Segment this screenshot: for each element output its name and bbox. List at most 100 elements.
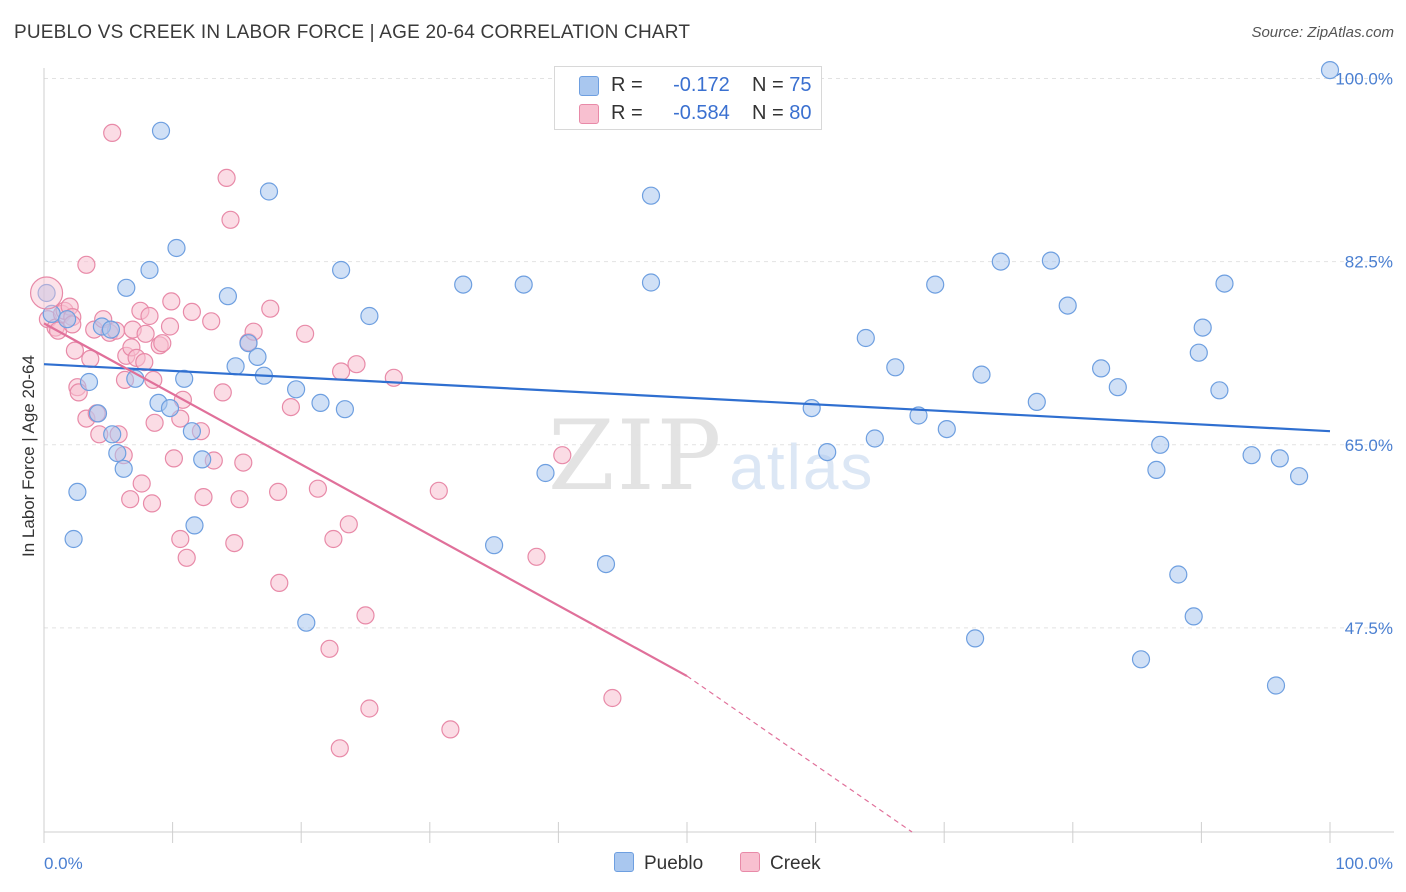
creek-point [324,529,343,549]
pueblo-point [226,357,245,376]
legend-item-pueblo: Pueblo [614,852,703,875]
creek-point [182,302,201,321]
creek-point [77,255,96,274]
y-axis-title: In Labor Force | Age 20-64 [19,355,38,557]
pueblo-point [108,444,127,463]
creek-legend-label: Creek [770,853,821,874]
x-tick-label: 100.0% [1335,854,1393,873]
creek-point [360,699,379,718]
creek-point [145,413,164,432]
pueblo-point [1108,378,1127,397]
pueblo-point [514,275,533,294]
creek-point [332,362,351,381]
creek-point [429,481,448,500]
creek-point [221,210,240,229]
pueblo-point [865,429,884,448]
creek-point [202,312,221,331]
pueblo-point [536,463,555,483]
pueblo-point [101,320,121,339]
creek-point [132,474,151,493]
pueblo-point [596,554,616,574]
pueblo-point [311,393,330,412]
pueblo-legend-label: Pueblo [644,853,704,874]
trend-lines [43,322,1331,833]
x-tick-labels: 0.0% 100.0% [44,854,1393,873]
creek-point [136,324,155,343]
creek-point [121,490,140,509]
creek-point [308,479,327,498]
creek-point [296,324,315,343]
pueblo-point [335,400,354,419]
source-label: Source: ZipAtlas.com [1251,24,1394,41]
creek-point [603,688,622,708]
y-tick-labels: 47.5% 65.0% 82.5% 100.0% [1335,69,1393,637]
pueblo-point [185,516,204,535]
pueblo-point [287,380,306,399]
pueblo-point [1210,381,1229,400]
pueblo-point [64,529,83,549]
pueblo-point [641,273,661,292]
creek-point [213,383,232,402]
pueblo-point [1027,392,1046,411]
pueblo-point [248,347,267,366]
creek-point [177,548,196,567]
pueblo-point [937,420,956,439]
pueblo-point [182,422,201,441]
creek-point [153,334,172,353]
pueblo-point [332,260,351,280]
pueblo-point [297,613,316,632]
data-points [29,60,1340,758]
pueblo-trend-line [43,363,1331,433]
pueblo-point [1184,607,1203,626]
pueblo-point [1193,318,1212,337]
creek-point [142,494,162,513]
x-tick-label: 0.0% [44,854,83,873]
pueblo-point [485,536,504,555]
y-tick-label: 82.5% [1345,253,1393,272]
legend-item-creek: Creek [740,852,821,875]
pueblo-point [991,252,1010,271]
creek-point [270,573,289,593]
r-value: -0.172 [673,74,730,96]
pueblo-point [1169,565,1188,584]
pueblo-point [1151,435,1170,454]
creek-point [553,446,572,465]
r-value: -0.584 [673,102,730,124]
chart-title: PUEBLO VS CREEK IN LABOR FORCE | AGE 20-… [14,22,691,43]
creek-point [65,341,85,360]
creek-point [194,488,213,507]
n-label: N = [752,74,784,96]
pueblo-point [140,260,159,280]
n-value: 75 [789,74,812,96]
creek-point [171,529,190,549]
creek-point [281,398,300,417]
pueblo-point [909,406,928,425]
pueblo-point [175,369,194,388]
pueblo-point [802,399,821,418]
pueblo-point [1131,650,1151,669]
pueblo-point [454,275,473,294]
pueblo-point [926,275,945,294]
creek-swatch [579,103,599,124]
x-ticks [43,822,1331,843]
pueblo-point [103,425,122,444]
creek-point [234,453,253,472]
legend-row-pueblo: R = -0.172 N = 75 [579,74,812,100]
creek-point [225,533,244,553]
pueblo-point [218,287,237,306]
pueblo-point [68,482,87,501]
pueblo-point [1215,274,1234,293]
creek-point [330,739,349,758]
pueblo-point [88,404,108,423]
pueblo-point [117,278,136,297]
pueblo-point [151,121,171,140]
creek-point [527,547,546,566]
pueblo-point [167,238,186,258]
creek-legend-swatch [740,852,760,872]
creek-point [162,292,181,311]
pueblo-point [57,310,77,329]
pueblo-point [193,450,212,469]
pueblo-point [360,306,379,326]
pueblo-point [886,358,905,377]
